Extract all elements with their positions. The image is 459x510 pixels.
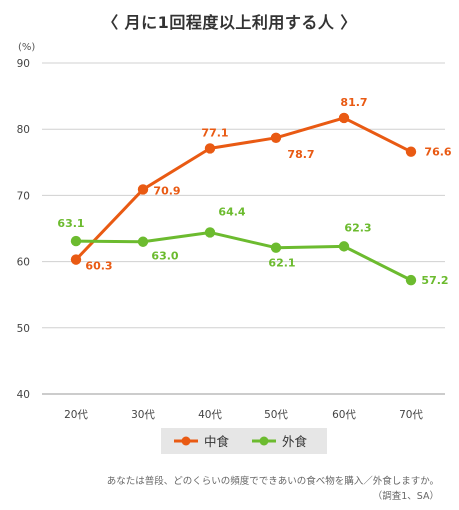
data-point [338,241,350,252]
legend-label: 中食 [204,434,230,449]
y-tick-label: 80 [17,124,30,136]
legend-marker [259,436,269,446]
data-label: 77.1 [201,126,228,139]
data-point [70,254,82,265]
y-unit-label: (%) [18,42,35,53]
data-point [70,235,82,247]
data-label: 78.7 [287,148,314,161]
data-point [270,132,282,144]
data-point [338,112,350,124]
y-tick-label: 40 [17,389,30,401]
series-lines [70,112,417,286]
data-label: 63.1 [57,217,84,230]
data-label: 70.9 [153,184,180,197]
data-point [204,227,216,238]
footnote-question: あなたは普段、どのくらいの頻度でできあいの食べ物を購入／外食しますか。 [106,476,439,487]
y-tick-label: 50 [17,323,30,335]
data-label: 64.4 [218,205,245,218]
data-label: 81.7 [340,96,367,109]
footnote-source: （調査1、SA） [372,491,439,502]
data-point [270,242,282,253]
data-label: 57.2 [421,274,448,287]
series-line-gaishoku [75,230,412,282]
data-label: 76.6 [424,146,451,159]
legend: 中食 外食 [161,428,327,454]
x-tick-label: 40代 [198,409,222,421]
y-tick-label: 90 [17,58,30,70]
data-label: 63.0 [151,250,178,263]
data-point [137,184,149,195]
data-label: 62.3 [344,221,371,234]
chart-title: 〈 月に1回程度以上利用する人 〉 [102,13,357,32]
legend-marker [181,436,191,446]
x-tick-label: 20代 [64,409,88,421]
y-tick-label: 60 [17,257,30,269]
data-point [405,274,417,286]
y-tick-label: 70 [17,190,30,202]
legend-label: 外食 [282,434,308,449]
grid-lines [42,62,445,395]
x-tick-label: 60代 [332,409,356,421]
data-label: 60.3 [85,260,112,273]
x-tick-label: 70代 [399,409,423,421]
data-label: 62.1 [268,257,295,270]
data-point [405,146,417,157]
series-line-nakashoku [74,116,412,261]
data-point [137,236,149,247]
x-tick-label: 30代 [131,409,155,421]
footnote: あなたは普段、どのくらいの頻度でできあいの食べ物を購入／外食しますか。 （調査1… [107,474,439,504]
axes: 40 50 60 70 80 90 20代 30代 40代 50代 60代 70代 [17,58,424,421]
data-point [204,143,216,154]
data-labels: 60.3 70.9 77.1 78.7 81.7 76.6 63.1 63.0 64.4 62.1… [57,96,451,287]
x-tick-label: 50代 [264,409,288,421]
